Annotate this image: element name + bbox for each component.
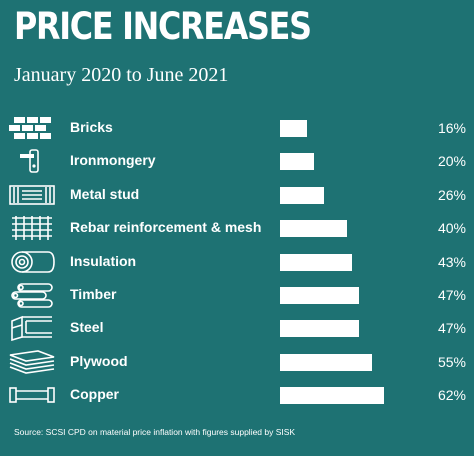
rebar-mesh-icon: [8, 215, 56, 241]
category-label: Metal stud: [70, 185, 140, 202]
bar: [280, 387, 384, 405]
value-label: 43%: [437, 253, 466, 270]
chart-row: Plywood 55%: [0, 347, 474, 377]
bricks-icon: [8, 115, 56, 141]
category-label: Ironmongery: [70, 152, 156, 169]
page-title: PRICE INCREASES: [14, 5, 312, 48]
value-label: 47%: [437, 320, 466, 337]
value-label: 26%: [437, 186, 466, 203]
category-label: Steel: [70, 319, 104, 336]
chart-row: Timber 47%: [0, 280, 474, 310]
plywood-sheets-icon: [8, 349, 56, 375]
metal-stud-icon: [8, 182, 56, 208]
bar: [280, 287, 359, 304]
insulation-roll-icon: [8, 249, 56, 275]
value-label: 40%: [437, 220, 466, 237]
page-subtitle: January 2020 to June 2021: [14, 64, 229, 86]
steel-beam-icon: [8, 315, 56, 342]
category-label: Copper: [70, 386, 119, 403]
chart-row: Bricks 16%: [0, 113, 474, 143]
chart-row: Copper 62%: [0, 380, 474, 410]
bar: [280, 253, 352, 271]
timber-logs-icon: [8, 282, 56, 308]
value-label: 47%: [437, 287, 466, 303]
category-label: Insulation: [70, 252, 137, 269]
bar: [280, 120, 307, 137]
chart-row: Steel 47%: [0, 313, 474, 343]
bar: [280, 186, 324, 204]
copper-pipe-icon: [8, 382, 56, 408]
chart-row: Rebar reinforcement & mesh 40%: [0, 213, 474, 243]
bar: [280, 220, 347, 238]
category-label: Bricks: [70, 119, 113, 135]
category-label: Timber: [70, 286, 117, 302]
bar: [280, 320, 359, 338]
bar: [280, 153, 314, 171]
door-handle-icon: [8, 148, 56, 174]
value-label: 20%: [437, 153, 466, 170]
category-label: Plywood: [70, 352, 128, 369]
chart-row: Metal stud 26%: [0, 180, 474, 210]
source-note: Source: SCSI CPD on material price infla…: [14, 427, 296, 437]
value-label: 62%: [437, 387, 466, 404]
value-label: 16%: [437, 120, 466, 136]
chart-row: Ironmongery 20%: [0, 146, 474, 176]
value-label: 55%: [437, 353, 466, 370]
category-label: Rebar reinforcement & mesh: [70, 219, 262, 236]
bar: [280, 353, 372, 371]
chart-row: Insulation 43%: [0, 247, 474, 277]
